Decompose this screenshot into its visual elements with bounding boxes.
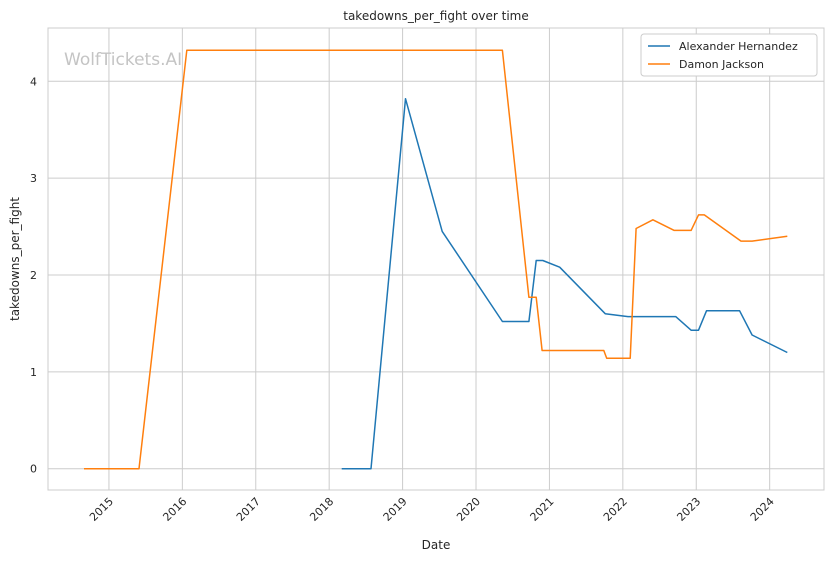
y-axis-title: takedowns_per_fight: [8, 197, 22, 321]
x-tick-label: 2020: [454, 495, 483, 524]
legend: Alexander Hernandez Damon Jackson: [640, 33, 818, 77]
x-axis-title: Date: [422, 538, 451, 552]
y-tick-label: 1: [30, 366, 37, 379]
x-tick-label: 2016: [160, 495, 189, 524]
x-tick-label: 2017: [234, 495, 263, 524]
y-tick-label: 2: [30, 269, 37, 282]
x-tick-label: 2022: [601, 495, 630, 524]
x-tick-label: 2018: [307, 495, 336, 524]
series-line-alexander-hernandez: [341, 97, 788, 470]
y-tick-label: 4: [30, 75, 37, 88]
legend-label: Damon Jackson: [679, 58, 764, 71]
y-tick-label: 3: [30, 172, 37, 185]
x-tick-label: 2015: [87, 495, 116, 524]
x-tick-label: 2021: [528, 495, 557, 524]
grid-lines: [48, 28, 824, 490]
x-tick-label: 2019: [381, 495, 410, 524]
series-line-damon-jackson: [84, 49, 788, 470]
legend-box: [640, 33, 818, 77]
x-tick-label: 2024: [748, 495, 777, 524]
series-layer: [84, 49, 788, 470]
y-tick-labels: 0 1 2 3 4: [30, 75, 37, 475]
plot-area: [47, 27, 825, 491]
watermark-text: WolfTickets.AI: [64, 50, 182, 70]
x-tick-labels: 2015 2016 2017 2018 2019 2020 2021 2022 2023 2024: [87, 495, 777, 524]
chart-title: takedowns_per_fight over time: [343, 9, 529, 23]
y-tick-label: 0: [30, 463, 37, 476]
x-tick-label: 2023: [674, 495, 703, 524]
legend-label: Alexander Hernandez: [679, 40, 798, 53]
